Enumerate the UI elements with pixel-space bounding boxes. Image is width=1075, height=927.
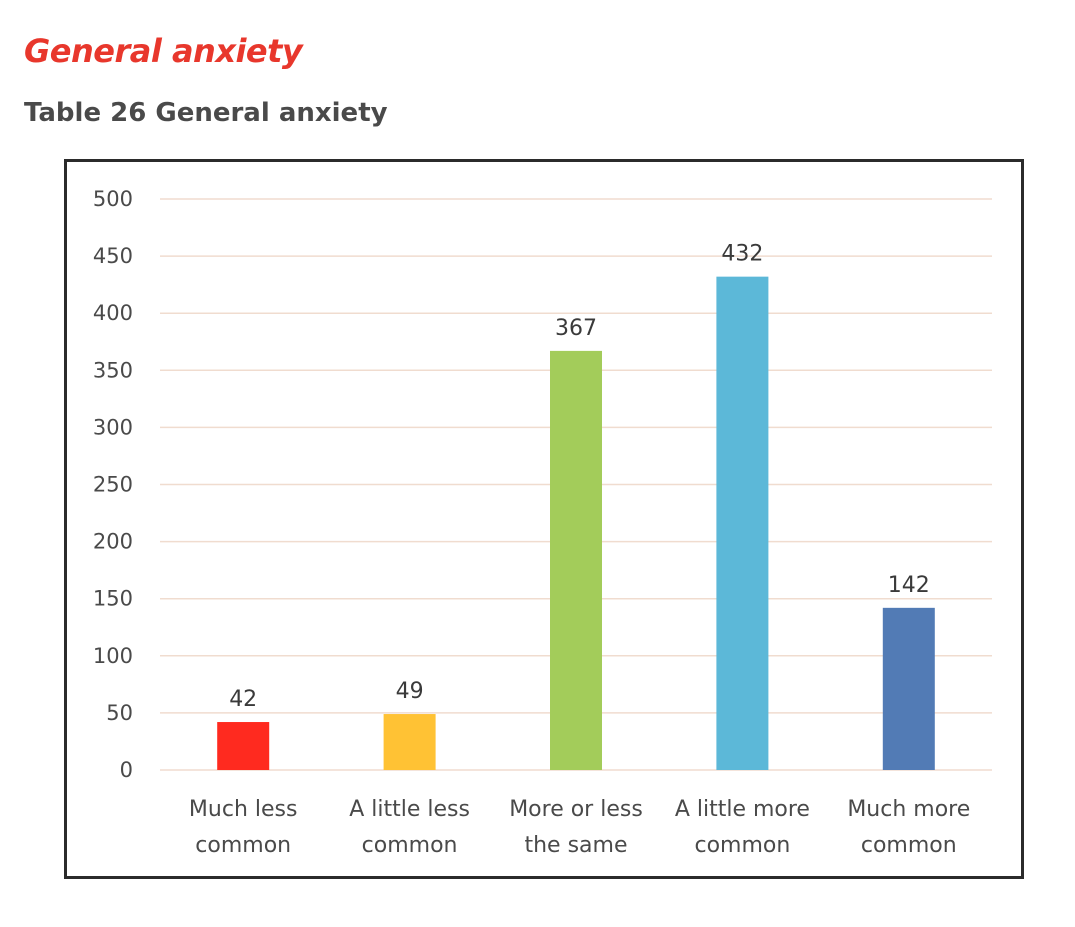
section-heading: General anxiety bbox=[24, 32, 303, 70]
category-label: Much less bbox=[189, 797, 298, 822]
chart-frame: 0 50 100 150 200 250 300 350 400 450 500 42 49 367 43… bbox=[64, 159, 1024, 879]
y-tick-label: 50 bbox=[106, 701, 133, 725]
bar bbox=[882, 607, 935, 770]
bar bbox=[716, 276, 769, 770]
category-label: common bbox=[694, 833, 790, 858]
category-label: A little more bbox=[675, 797, 810, 822]
y-tick-label: 100 bbox=[93, 644, 133, 668]
bar bbox=[217, 722, 270, 770]
bar bbox=[383, 714, 436, 770]
table-caption: Table 26 General anxiety bbox=[24, 98, 388, 128]
y-tick-label: 250 bbox=[93, 473, 133, 497]
bar-value-label: 367 bbox=[555, 316, 597, 341]
category-label: common bbox=[861, 833, 957, 858]
category-label: common bbox=[362, 833, 458, 858]
y-tick-label: 500 bbox=[93, 187, 133, 211]
bar-value-label: 49 bbox=[396, 679, 424, 704]
category-label: A little less bbox=[349, 797, 470, 822]
bar-chart: 0 50 100 150 200 250 300 350 400 450 500 42 49 367 43… bbox=[93, 187, 992, 858]
category-label: More or less bbox=[509, 797, 643, 822]
value-labels: 42 49 367 432 142 bbox=[229, 242, 930, 712]
bars bbox=[217, 276, 935, 770]
bar-value-label: 142 bbox=[888, 573, 930, 598]
y-tick-label: 300 bbox=[93, 415, 133, 439]
category-label: common bbox=[195, 833, 291, 858]
y-tick-label: 400 bbox=[93, 301, 133, 325]
y-tick-label: 150 bbox=[93, 587, 133, 611]
y-tick-label: 450 bbox=[93, 244, 133, 268]
y-tick-label: 200 bbox=[93, 530, 133, 554]
category-labels: Much less common A little less common More o… bbox=[189, 797, 970, 858]
y-axis-ticks: 0 50 100 150 200 250 300 350 400 450 500 bbox=[93, 187, 133, 782]
bar bbox=[550, 350, 602, 770]
category-label: Much more bbox=[847, 797, 970, 822]
bar-value-label: 432 bbox=[721, 242, 763, 267]
y-tick-label: 350 bbox=[93, 358, 133, 382]
bar-value-label: 42 bbox=[229, 687, 257, 712]
cut-off-body-text bbox=[24, 904, 1064, 927]
y-tick-label: 0 bbox=[120, 758, 133, 782]
category-label: the same bbox=[524, 833, 627, 858]
